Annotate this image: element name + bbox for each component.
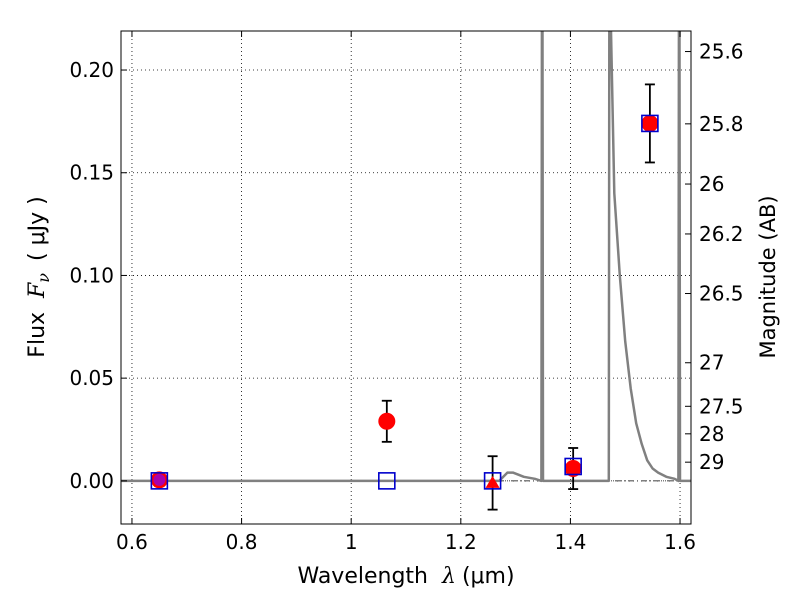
y-tick-label: 0.10 [69,263,114,287]
model-spectrum-layer [121,31,691,483]
x-tick-label: 1.6 [664,530,696,554]
data-point-circle [378,412,396,430]
model-point-square [564,457,582,476]
y2-tick-label: 28 [699,422,724,446]
y2-tick-label: 29 [699,450,724,474]
data-point-circle [641,114,659,132]
x-axis-label: Wavelength λ (μm) [297,564,514,589]
model-point-square [150,472,169,490]
y-axis-label-unit: ( μJy ) [25,196,50,261]
model-spectrum-line [121,31,691,483]
y2-axis-label: Magnitude (AB) [756,195,780,358]
y-tick-label: 0.15 [69,161,114,185]
x-tick-label: 1.4 [555,530,587,554]
plot-frame [120,30,692,525]
x-tick-label: 0.8 [226,530,258,554]
y2-tick-label: 26 [699,172,724,196]
model-point-square [641,114,659,133]
y2-tick-label: 27.5 [699,394,744,418]
y2-tick-label: 27 [699,351,724,375]
y-axis-label-subscript: ν [34,273,53,283]
y-tick-label: 0.20 [69,58,114,82]
x-tick-label: 1 [345,530,358,554]
y2-tick-label: 26.2 [699,222,744,246]
x-tick-label: 1.2 [445,530,477,554]
y2-tick-label: 26.5 [699,282,744,306]
model-point-square [483,472,502,490]
y-axis-label: Flux Fν ( μJy ) [25,196,53,357]
model-point-square [378,472,396,490]
axis-ticks: 0.6 0.8 1 1.2 1.4 1.6 0.00 0.05 0.10 0.15 0.20 25.6… [69,31,744,554]
x-axis-label-unit: (μm) [462,564,515,589]
overlap-point [153,473,166,486]
data-markers-layer [150,83,659,511]
x-axis-label-symbol: λ [441,564,456,589]
x-axis-label-main: Wavelength [297,564,428,589]
y-axis-label-symbol: F [25,282,50,299]
grid-lines [121,31,691,524]
y-tick-label: 0.05 [69,366,114,390]
y-tick-label: 0.00 [69,469,114,493]
y2-tick-label: 25.6 [699,40,744,64]
y2-tick-label: 25.8 [699,112,744,136]
upper-limit-triangle [485,475,500,488]
y-axis-label-main: Flux [25,312,50,358]
x-tick-label: 0.6 [116,530,148,554]
